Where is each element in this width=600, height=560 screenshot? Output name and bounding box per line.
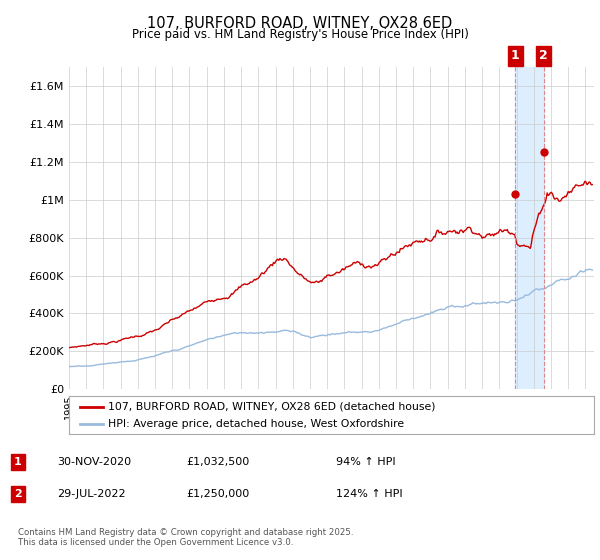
Text: Contains HM Land Registry data © Crown copyright and database right 2025.
This d: Contains HM Land Registry data © Crown c… (18, 528, 353, 547)
Text: 2: 2 (14, 489, 22, 499)
Text: 124% ↑ HPI: 124% ↑ HPI (336, 489, 403, 499)
Bar (515, 67, 544, 389)
Text: £1,250,000: £1,250,000 (186, 489, 249, 499)
Text: HPI: Average price, detached house, West Oxfordshire: HPI: Average price, detached house, West… (109, 419, 404, 430)
Text: 1: 1 (14, 457, 22, 467)
Text: 107, BURFORD ROAD, WITNEY, OX28 6ED (detached house): 107, BURFORD ROAD, WITNEY, OX28 6ED (det… (109, 402, 436, 412)
Text: 107, BURFORD ROAD, WITNEY, OX28 6ED: 107, BURFORD ROAD, WITNEY, OX28 6ED (148, 16, 452, 31)
Text: 30-NOV-2020: 30-NOV-2020 (57, 457, 131, 467)
Text: 1: 1 (511, 49, 520, 62)
Text: 94% ↑ HPI: 94% ↑ HPI (336, 457, 395, 467)
Text: 29-JUL-2022: 29-JUL-2022 (57, 489, 125, 499)
Text: £1,032,500: £1,032,500 (186, 457, 249, 467)
Text: 2: 2 (539, 49, 548, 62)
Text: Price paid vs. HM Land Registry's House Price Index (HPI): Price paid vs. HM Land Registry's House … (131, 28, 469, 41)
